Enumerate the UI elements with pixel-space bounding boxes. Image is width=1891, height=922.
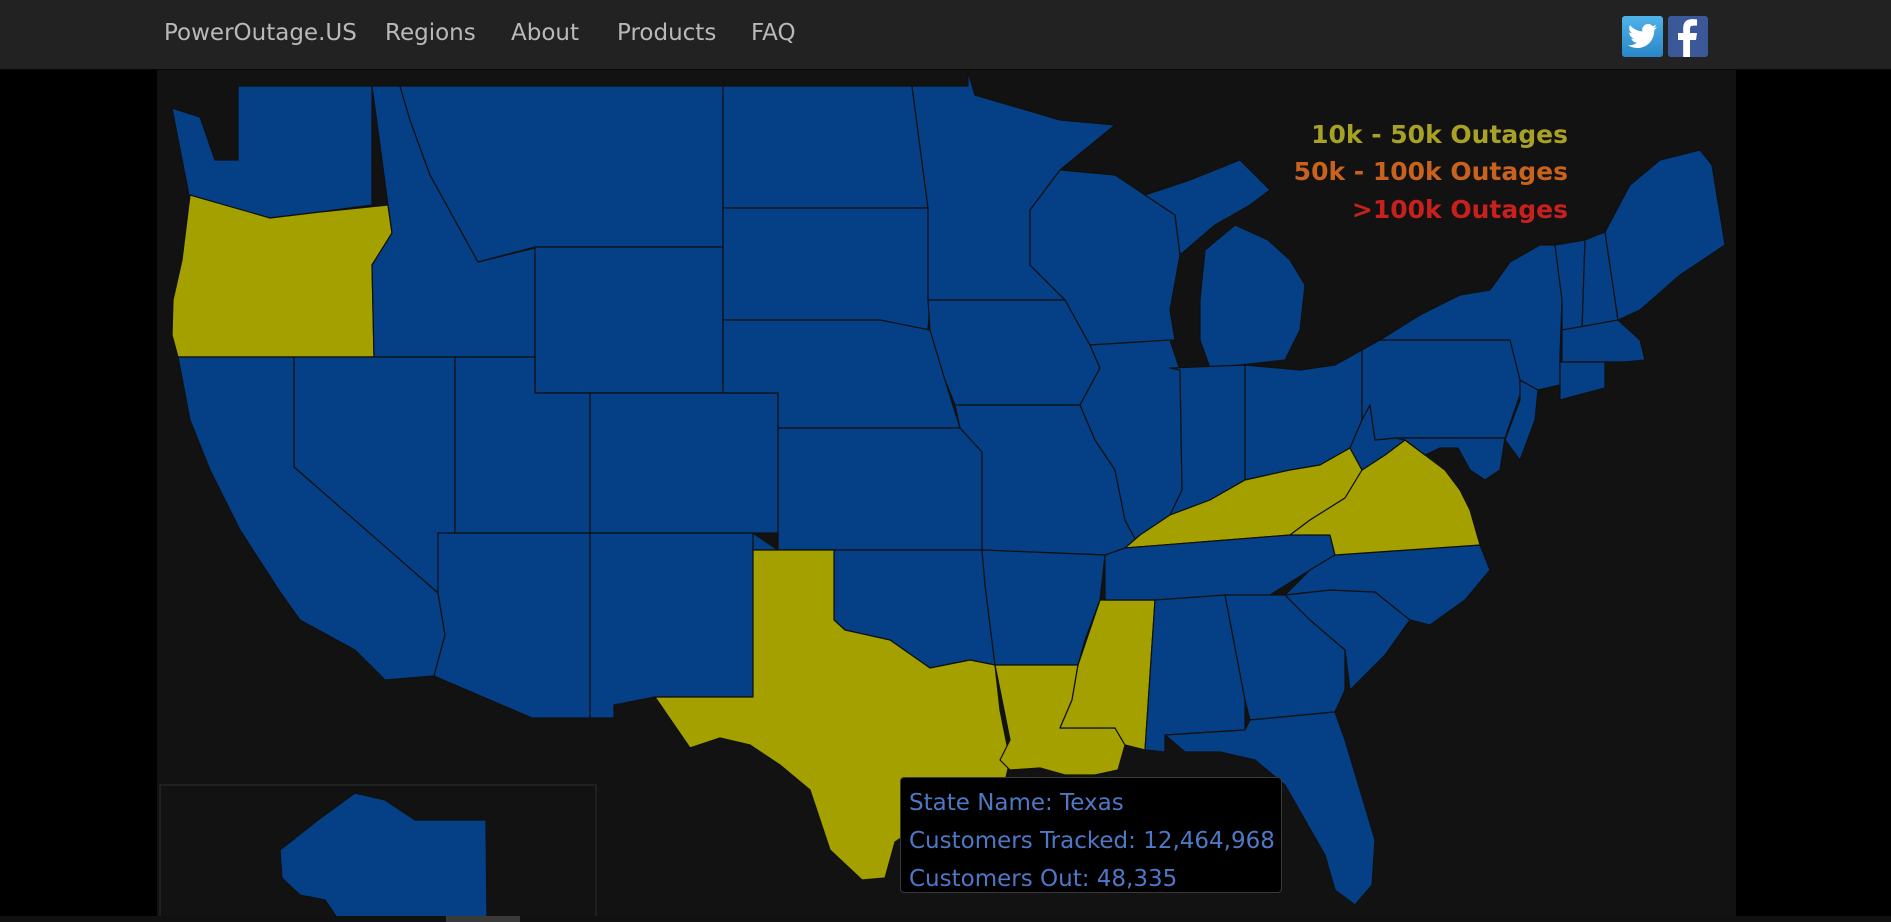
state-south-dakota[interactable] (722, 207, 931, 331)
facebook-icon[interactable] (1668, 16, 1708, 57)
state-kansas[interactable] (777, 427, 983, 551)
state-wisconsin[interactable] (1029, 169, 1181, 346)
alaska-inset-frame (159, 784, 597, 922)
twitter-icon[interactable] (1622, 16, 1663, 57)
nav-regions-link[interactable]: Regions (385, 20, 476, 46)
state-florida[interactable] (1164, 711, 1376, 906)
legend-item-50k-100k: 50k - 100k Outages (1293, 157, 1568, 186)
state-california[interactable] (177, 356, 446, 681)
state-illinois[interactable] (1079, 339, 1183, 549)
state-michigan[interactable] (1144, 159, 1306, 369)
state-oregon[interactable] (171, 194, 393, 358)
state-connecticut[interactable] (1559, 361, 1606, 401)
state-pennsylvania[interactable] (1361, 339, 1526, 441)
nav-faq-link[interactable]: FAQ (751, 20, 796, 46)
scrollbar-thumb[interactable] (446, 916, 520, 922)
state-arizona[interactable] (433, 532, 591, 719)
horizontal-scrollbar[interactable] (0, 916, 1891, 922)
tooltip-state-name: State Name: Texas (909, 790, 1124, 816)
state-arkansas[interactable] (981, 549, 1106, 666)
tooltip-customers-tracked: Customers Tracked: 12,464,968 (909, 828, 1275, 854)
legend-item-10k-50k: 10k - 50k Outages (1311, 120, 1568, 149)
state-north-dakota[interactable] (722, 85, 929, 209)
state-alaska[interactable] (279, 792, 488, 922)
state-north-carolina[interactable] (1284, 544, 1491, 626)
state-tooltip: State Name: Texas Customers Tracked: 12,… (900, 777, 1282, 893)
state-maryland[interactable] (1394, 437, 1506, 481)
state-colorado[interactable] (589, 392, 779, 534)
us-states-map (159, 71, 1726, 922)
state-wyoming[interactable] (534, 246, 724, 394)
top-navbar: PowerOutage.US Regions About Products FA… (0, 0, 1891, 70)
nav-about-link[interactable]: About (511, 20, 580, 46)
brand-link[interactable]: PowerOutage.US (164, 20, 357, 46)
legend-item-over-100k: >100k Outages (1351, 195, 1568, 224)
state-nebraska[interactable] (722, 319, 961, 429)
state-virginia[interactable] (1289, 439, 1481, 556)
state-maine[interactable] (1604, 149, 1726, 321)
tooltip-customers-out: Customers Out: 48,335 (909, 866, 1178, 892)
outage-map: 10k - 50k Outages 50k - 100k Outages >10… (157, 70, 1736, 922)
nav-products-link[interactable]: Products (617, 20, 717, 46)
state-new-mexico[interactable] (589, 532, 754, 719)
